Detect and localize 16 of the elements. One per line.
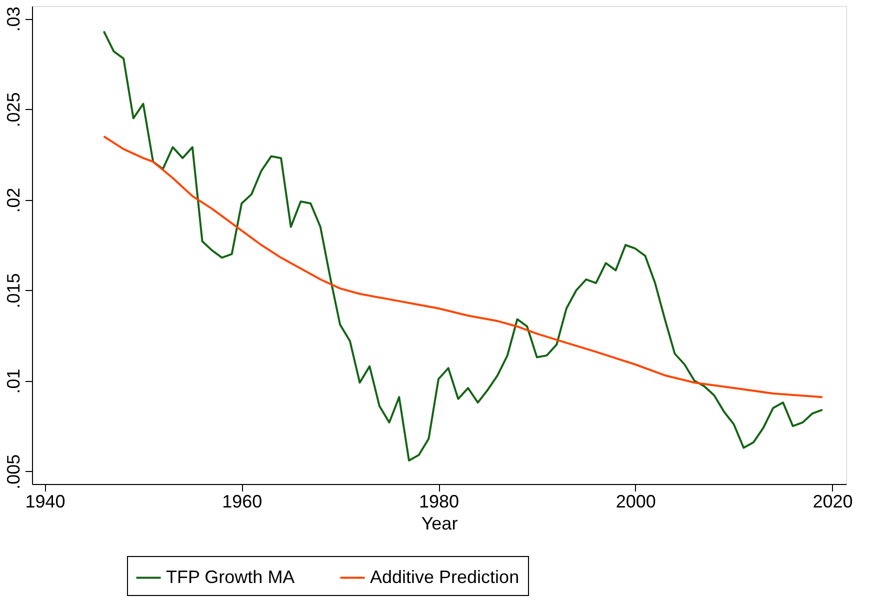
x-tick-label: 1940 (25, 492, 66, 512)
y-tick-label: .025 (4, 92, 24, 128)
line-series (102, 135, 824, 398)
y-tick-label: .01 (4, 368, 24, 394)
y-tick-label: .03 (4, 6, 24, 32)
y-tick-label: .005 (4, 454, 24, 490)
x-tick-label: 2020 (812, 492, 853, 512)
legend-label: TFP Growth MA (166, 566, 295, 587)
legend-label: Additive Prediction (370, 566, 520, 587)
x-tick-label: 1980 (418, 492, 460, 512)
y-tick-label: .02 (4, 188, 24, 213)
x-tick-label: 1960 (222, 492, 262, 512)
y-tick-label: .015 (4, 273, 24, 308)
line-series (102, 30, 824, 462)
x-tick-label: 2000 (616, 492, 656, 512)
x-axis-title: Year (421, 514, 458, 534)
